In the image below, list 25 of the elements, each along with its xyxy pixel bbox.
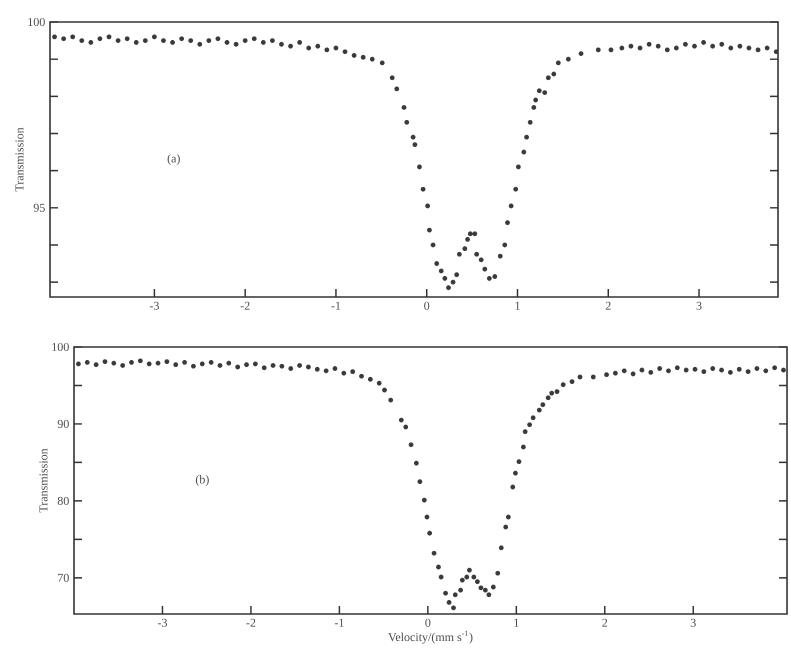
x-tick-label: -2 [240, 302, 250, 310]
y-axis-title: Transmission [15, 128, 24, 192]
y-axis-title: Transmission [39, 448, 48, 512]
x-tick-label: 1 [516, 302, 520, 310]
y-tick-label: 100 [52, 342, 69, 352]
y-tick-label: 95 [34, 204, 45, 212]
x-tick-label: 2 [606, 302, 611, 310]
y-tick-label: 90 [58, 420, 69, 428]
annotation: (a) [168, 154, 180, 165]
x-tick-label: 3 [696, 302, 702, 310]
x-tick-label: 0 [425, 618, 430, 627]
y-tick-label: 70 [58, 574, 69, 582]
y-tick-label: 80 [58, 496, 69, 505]
x-tick-label: 1 [514, 618, 519, 627]
x-tick-label: -3 [150, 302, 159, 310]
x-tick-label: -1 [334, 618, 344, 627]
x-tick-label: 0 [424, 302, 430, 310]
x-tick-label: -3 [158, 618, 168, 627]
x-tick-label: -1 [331, 302, 340, 310]
x-tick-label: 2 [602, 618, 608, 627]
x-tick-label: -2 [246, 618, 256, 627]
x-axis-title: Velocity/(mm s$^{-1}$) [388, 630, 472, 644]
x-tick-label: 3 [690, 618, 696, 627]
y-tick-label: 100 [28, 18, 45, 26]
annotation: (b) [196, 475, 209, 486]
